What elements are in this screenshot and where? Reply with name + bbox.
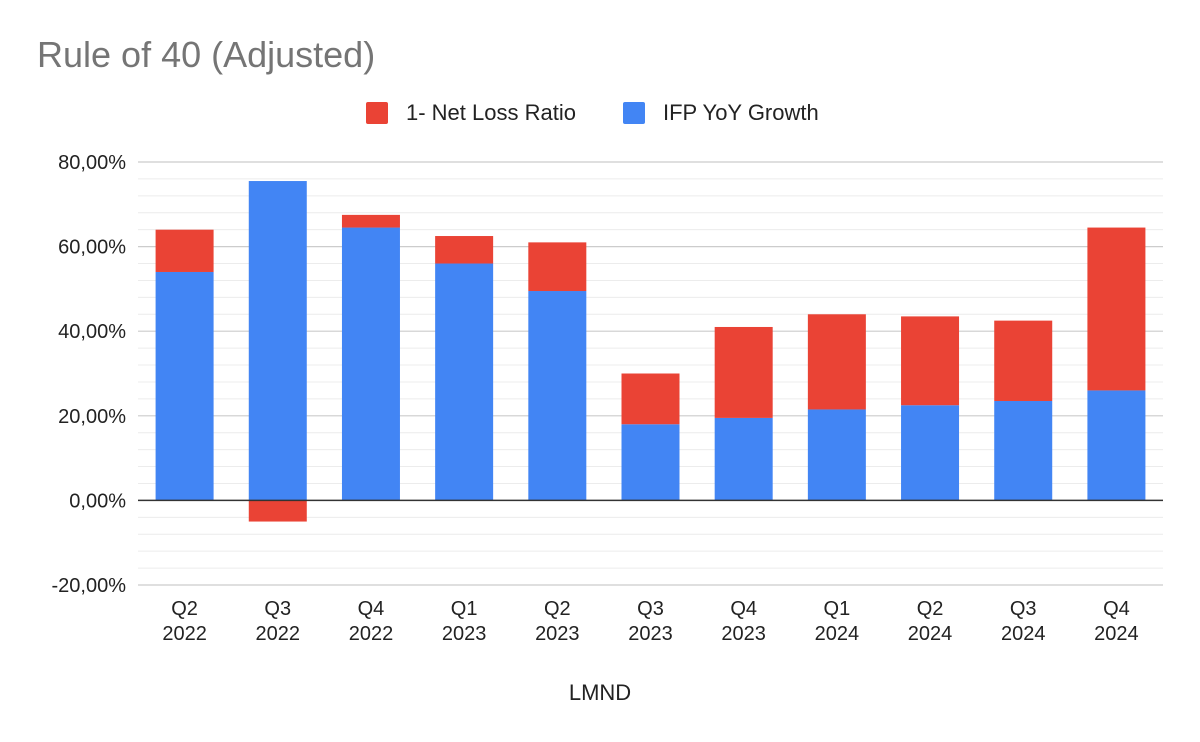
x-tick-label-year: 2024 — [1094, 623, 1139, 645]
x-tick-label-year: 2022 — [162, 623, 207, 645]
bar-net-loss-ratio — [248, 500, 307, 522]
x-tick-label-quarter: Q3 — [264, 598, 291, 620]
bar-ifp-yoy-growth — [807, 409, 866, 501]
bar-net-loss-ratio — [528, 242, 587, 292]
bar-ifp-yoy-growth — [341, 227, 400, 501]
chart-title: Rule of 40 (Adjusted) — [37, 34, 376, 75]
legend-label-ifp-yoy-growth: IFP YoY Growth — [663, 100, 819, 125]
bar-net-loss-ratio — [341, 214, 400, 228]
x-tick-label-year: 2024 — [908, 623, 953, 645]
x-tick-label-year: 2023 — [721, 623, 766, 645]
bar-ifp-yoy-growth — [994, 400, 1053, 501]
legend-item-net-loss-ratio[interactable]: 1- Net Loss Ratio — [366, 98, 576, 128]
bar-ifp-yoy-growth — [714, 417, 773, 501]
x-tick-label-quarter: Q2 — [917, 598, 944, 620]
x-tick-label-quarter: Q1 — [824, 598, 851, 620]
x-tick-label-year: 2023 — [535, 623, 580, 645]
bar-ifp-yoy-growth — [528, 291, 587, 501]
y-tick-label: 80,00% — [58, 152, 126, 174]
legend: 1- Net Loss Ratio IFP YoY Growth — [0, 98, 1200, 128]
x-tick-label-quarter: Q4 — [358, 598, 385, 620]
x-tick-label-quarter: Q3 — [637, 598, 664, 620]
bar-ifp-yoy-growth — [901, 405, 960, 501]
x-tick-label-year: 2024 — [1001, 623, 1046, 645]
bar-ifp-yoy-growth — [248, 181, 307, 501]
y-tick-label: -20,00% — [52, 575, 127, 597]
bar-net-loss-ratio — [714, 326, 773, 418]
bar-net-loss-ratio — [621, 373, 680, 425]
x-tick-label-quarter: Q4 — [730, 598, 757, 620]
bar-ifp-yoy-growth — [1087, 390, 1146, 501]
bar-ifp-yoy-growth — [435, 263, 494, 501]
x-axis-label: LMND — [568, 680, 632, 705]
bar-net-loss-ratio — [155, 229, 214, 272]
y-tick-label: 40,00% — [58, 321, 126, 343]
y-tick-label: 20,00% — [58, 406, 126, 428]
bar-net-loss-ratio — [901, 316, 960, 406]
x-tick-label-year: 2022 — [256, 623, 301, 645]
bar-ifp-yoy-growth — [155, 271, 214, 501]
x-tick-label-quarter: Q4 — [1103, 598, 1130, 620]
bar-net-loss-ratio — [807, 314, 866, 410]
x-tick-label-quarter: Q3 — [1010, 598, 1037, 620]
legend-label-net-loss-ratio: 1- Net Loss Ratio — [406, 100, 576, 125]
bar-net-loss-ratio — [435, 236, 494, 264]
y-tick-label: 0,00% — [69, 490, 126, 512]
y-tick-label: 60,00% — [58, 237, 126, 259]
legend-item-ifp-yoy-growth[interactable]: IFP YoY Growth — [623, 98, 819, 128]
x-tick-label-year: 2023 — [442, 623, 487, 645]
x-tick-label-quarter: Q2 — [544, 598, 571, 620]
x-tick-label-quarter: Q2 — [171, 598, 198, 620]
x-tick-label-year: 2023 — [628, 623, 673, 645]
x-tick-label-year: 2024 — [815, 623, 860, 645]
legend-swatch-ifp-yoy-growth — [623, 102, 645, 124]
x-tick-label-quarter: Q1 — [451, 598, 478, 620]
x-tick-label-year: 2022 — [349, 623, 394, 645]
bar-net-loss-ratio — [994, 320, 1053, 401]
bar-ifp-yoy-growth — [621, 424, 680, 501]
bar-net-loss-ratio — [1087, 227, 1146, 391]
legend-swatch-net-loss-ratio — [366, 102, 388, 124]
